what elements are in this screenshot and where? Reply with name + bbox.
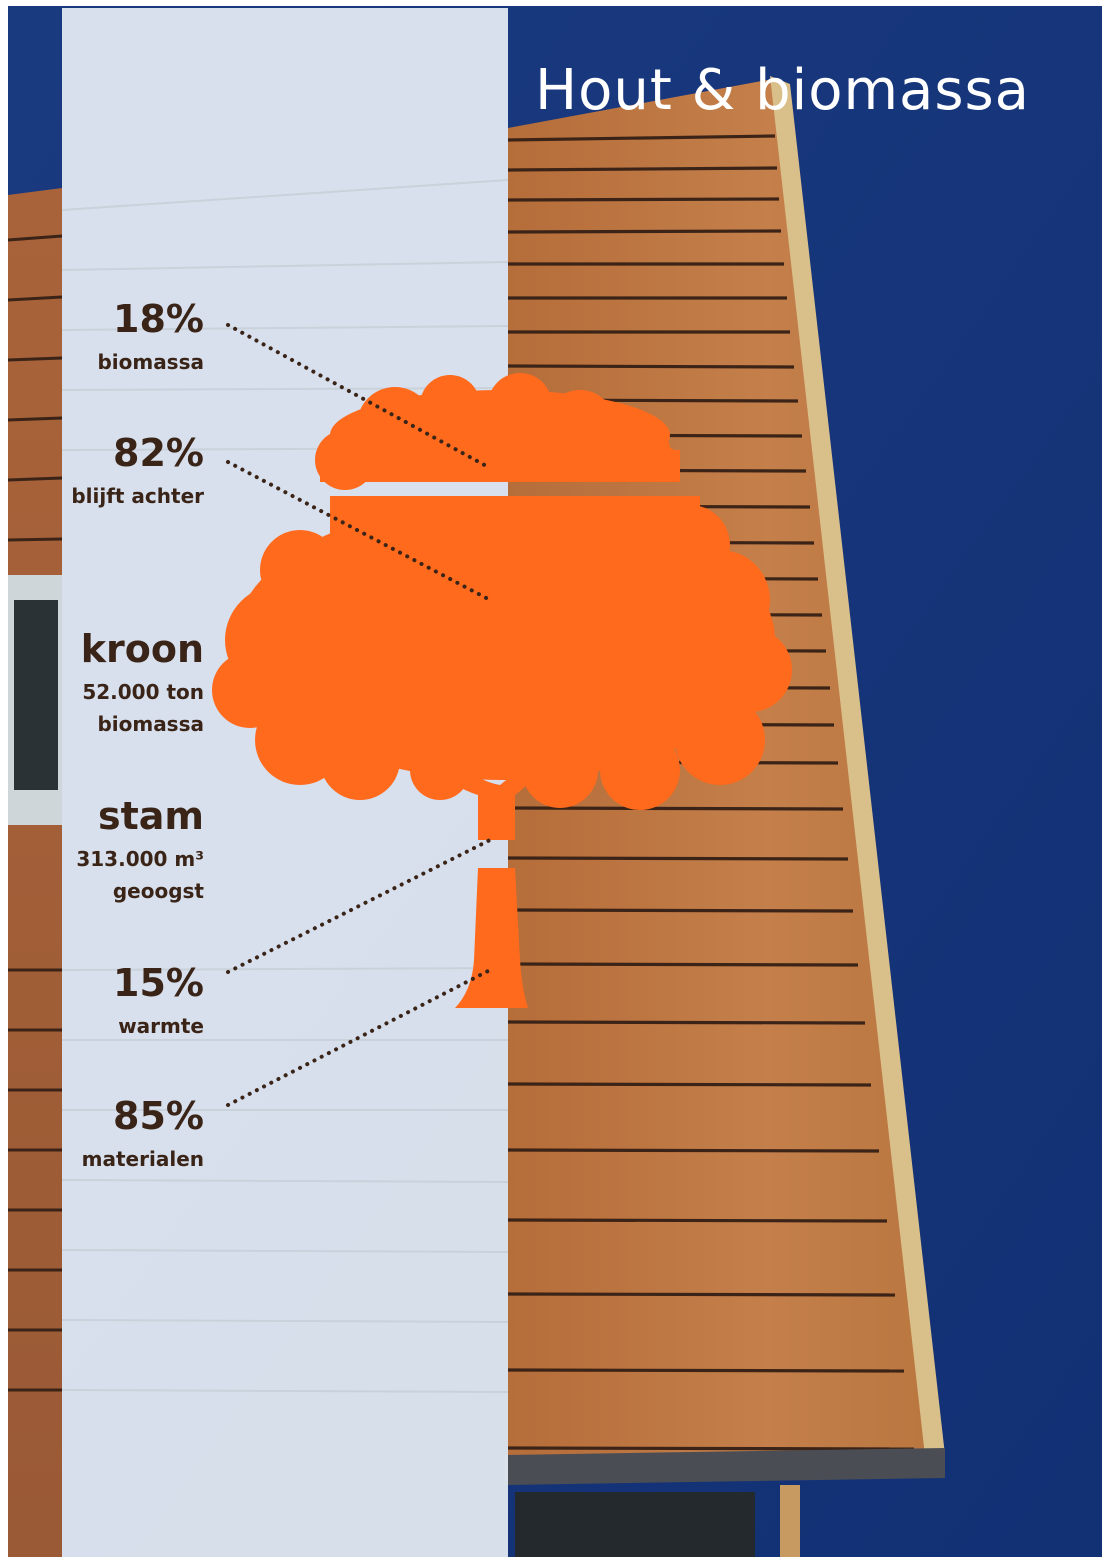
crown-bottom-caption: blijft achter — [71, 483, 204, 508]
lower-window — [515, 1492, 755, 1557]
trunk-bottom-percent: 85% — [113, 1094, 204, 1138]
leader-85 — [226, 968, 492, 1107]
page-title: Hout & biomassa — [535, 58, 1030, 123]
panel-plank-shadows — [61, 179, 509, 1393]
crown-top-segment — [315, 373, 680, 490]
label-crown: kroon 52.000 ton biomassa — [80, 627, 204, 740]
trunk-bottom-segment — [455, 868, 528, 1008]
label-trunk-top: 15% warmte — [113, 961, 204, 1042]
dotted-leader-lines — [226, 323, 492, 1107]
crown-bottom-segment — [212, 496, 792, 810]
trunk-amount: 313.000 m³ — [76, 846, 204, 871]
label-crown-bottom: 82% blijft achter — [71, 431, 204, 512]
building-eave — [505, 1448, 945, 1485]
facade-trim — [770, 76, 945, 1456]
trunk-status: geoogst — [112, 878, 204, 903]
trunk-bottom-caption: materialen — [81, 1146, 204, 1171]
label-trunk: stam 313.000 m³ geoogst — [76, 794, 204, 907]
trunk-top-percent: 15% — [113, 961, 204, 1005]
label-trunk-bottom: 85% materialen — [81, 1094, 204, 1175]
crown-name: kroon — [80, 627, 204, 671]
left-wall — [8, 188, 62, 1557]
crown-unit: biomassa — [97, 711, 204, 736]
trunk-top-segment — [410, 740, 545, 840]
tree-icon — [212, 373, 792, 1008]
left-wall-planks — [7, 234, 63, 1392]
crown-bottom-percent: 82% — [113, 431, 204, 475]
crown-amount: 52.000 ton — [82, 679, 204, 704]
crown-top-caption: biomassa — [97, 349, 204, 374]
leader-15 — [226, 838, 492, 974]
leader-18 — [226, 323, 492, 470]
trunk-name: stam — [97, 794, 204, 838]
crown-top-percent: 18% — [113, 297, 204, 341]
label-crown-top: 18% biomassa — [97, 297, 204, 378]
leader-82 — [226, 460, 492, 602]
trunk-top-caption: warmte — [118, 1013, 204, 1038]
